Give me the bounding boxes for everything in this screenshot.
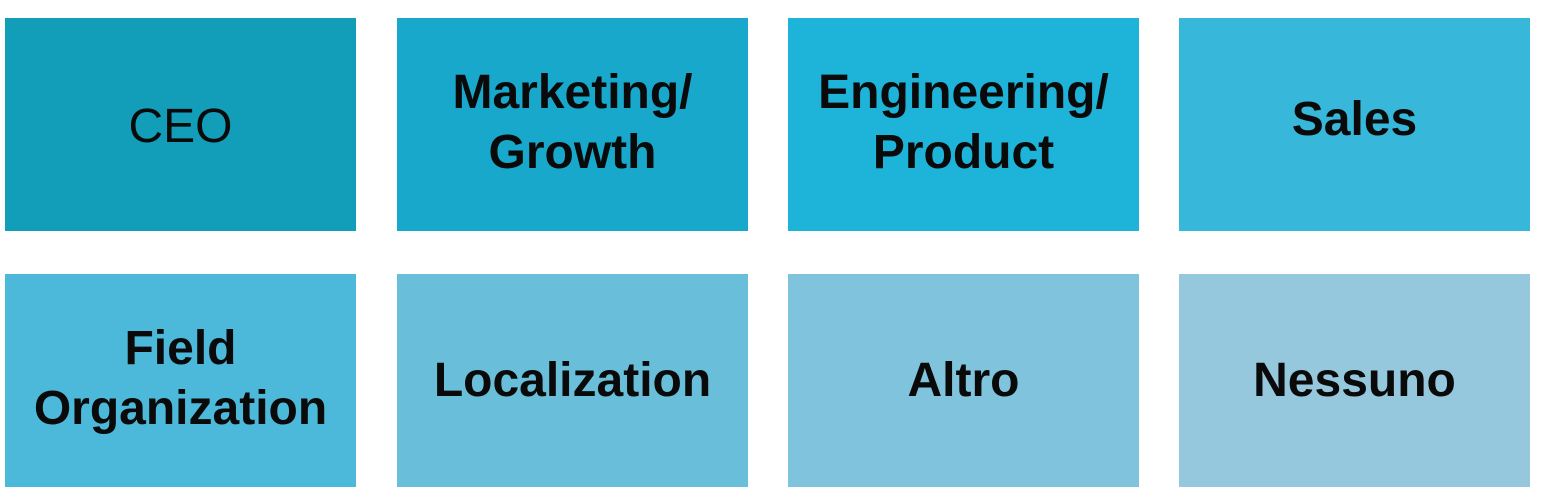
tile-label: Field Organization xyxy=(33,321,328,435)
tile-marketing-growth[interactable]: Marketing/ Growth xyxy=(397,18,748,231)
tile-nessuno[interactable]: Nessuno xyxy=(1179,274,1530,487)
tile-localization[interactable]: Localization xyxy=(397,274,748,487)
tile-label: Nessuno xyxy=(1253,353,1456,407)
tile-label: Altro xyxy=(907,353,1020,407)
tile-ceo[interactable]: CEO xyxy=(5,18,356,231)
tile-label: Engineering/ Product xyxy=(818,65,1109,179)
tile-engineering-product[interactable]: Engineering/ Product xyxy=(788,18,1139,231)
tile-sales[interactable]: Sales xyxy=(1179,18,1530,231)
tile-field-organization[interactable]: Field Organization xyxy=(5,274,356,487)
tile-label: Localization xyxy=(433,353,712,407)
tile-label: Sales xyxy=(1291,92,1418,146)
tile-label: Marketing/ Growth xyxy=(452,65,693,179)
tile-altro[interactable]: Altro xyxy=(788,274,1139,487)
tile-label: CEO xyxy=(128,99,233,153)
